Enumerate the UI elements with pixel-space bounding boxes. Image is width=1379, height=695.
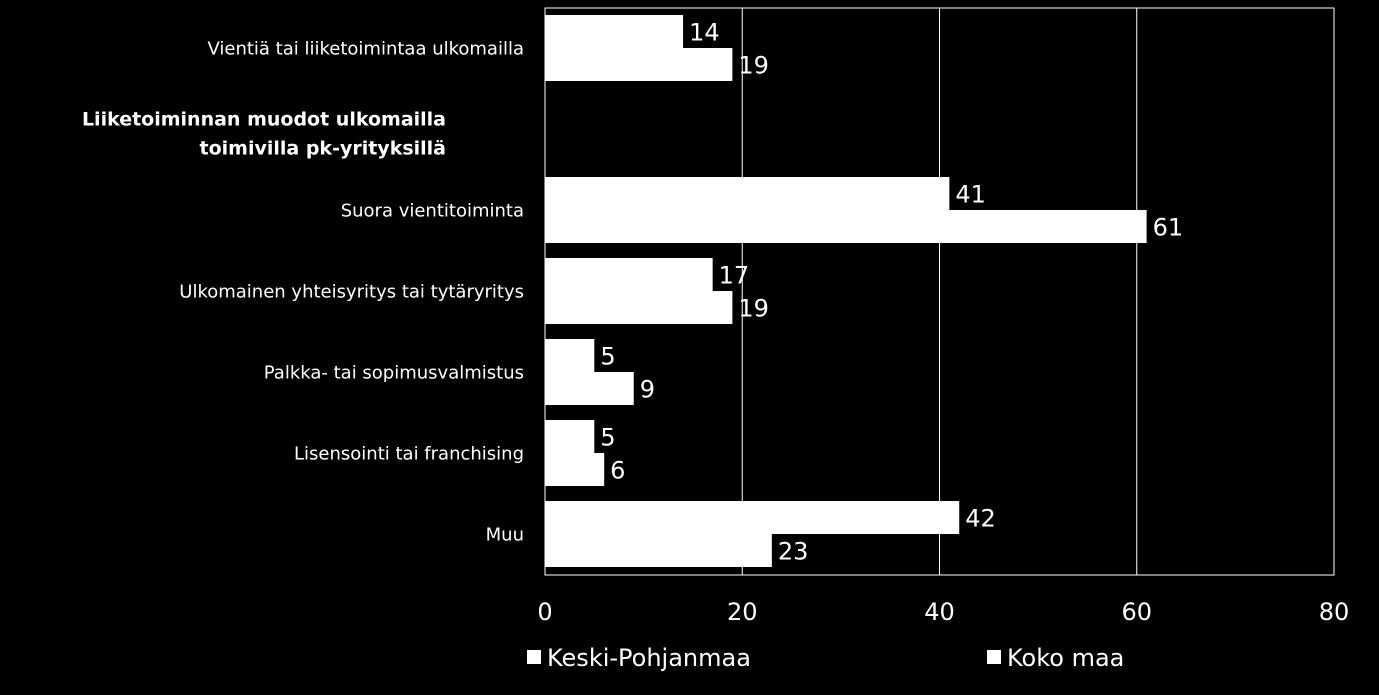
- data-label: 42: [965, 505, 996, 533]
- data-labels: 14 41 17 5 5 42 19 61 19 9 6 23: [600, 19, 1183, 566]
- bar-keski-pohjanmaa: [545, 339, 595, 372]
- data-label: 14: [689, 19, 720, 47]
- bar-koko-maa: [545, 210, 1147, 243]
- bar-koko-maa: [545, 534, 772, 567]
- bar-koko-maa: [545, 453, 605, 486]
- data-label: 61: [1153, 214, 1184, 242]
- category-label: Suora vientitoiminta: [341, 201, 524, 222]
- bars: [545, 15, 1147, 567]
- grid-lines: [741, 8, 1138, 575]
- category-label: Lisensointi tai franchising: [294, 444, 524, 465]
- bar-koko-maa: [545, 372, 634, 405]
- data-label: 9: [640, 376, 655, 404]
- bar-koko-maa: [545, 48, 733, 81]
- x-tick-label: 20: [727, 598, 758, 626]
- x-axis-ticks: 0 20 40 60 80: [537, 598, 1349, 626]
- data-label: 17: [719, 262, 750, 290]
- legend-swatch: [987, 650, 1001, 664]
- legend-label: Keski-Pohjanmaa: [547, 644, 751, 672]
- legend: Keski-Pohjanmaa Koko maa: [527, 644, 1124, 672]
- data-label: 5: [600, 424, 615, 452]
- data-label: 19: [738, 295, 769, 323]
- data-label: 5: [600, 343, 615, 371]
- category-label: Ulkomainen yhteisyritys tai tytäryritys: [179, 282, 524, 303]
- bar-keski-pohjanmaa: [545, 15, 684, 48]
- x-tick-label: 60: [1121, 598, 1152, 626]
- category-label: Vientiä tai liiketoimintaa ulkomailla: [207, 39, 524, 60]
- data-label: 23: [778, 538, 809, 566]
- bar-keski-pohjanmaa: [545, 420, 595, 453]
- legend-swatch: [527, 650, 541, 664]
- category-labels: Vientiä tai liiketoimintaa ulkomailla Suo…: [82, 39, 524, 546]
- section-heading: toimivilla pk-yrityksillä: [200, 138, 446, 160]
- bar-keski-pohjanmaa: [545, 258, 713, 291]
- x-tick-label: 0: [537, 598, 552, 626]
- data-label: 19: [738, 52, 769, 80]
- x-tick-label: 80: [1319, 598, 1350, 626]
- legend-label: Koko maa: [1007, 644, 1124, 672]
- section-heading: Liiketoiminnan muodot ulkomailla: [82, 109, 446, 131]
- category-label: Muu: [486, 525, 524, 546]
- category-label: Palkka- tai sopimusvalmistus: [264, 363, 524, 384]
- data-label: 41: [955, 181, 986, 209]
- bar-keski-pohjanmaa: [545, 177, 950, 210]
- data-label: 6: [610, 457, 625, 485]
- x-tick-label: 40: [924, 598, 955, 626]
- bar-keski-pohjanmaa: [545, 501, 960, 534]
- bar-koko-maa: [545, 291, 733, 324]
